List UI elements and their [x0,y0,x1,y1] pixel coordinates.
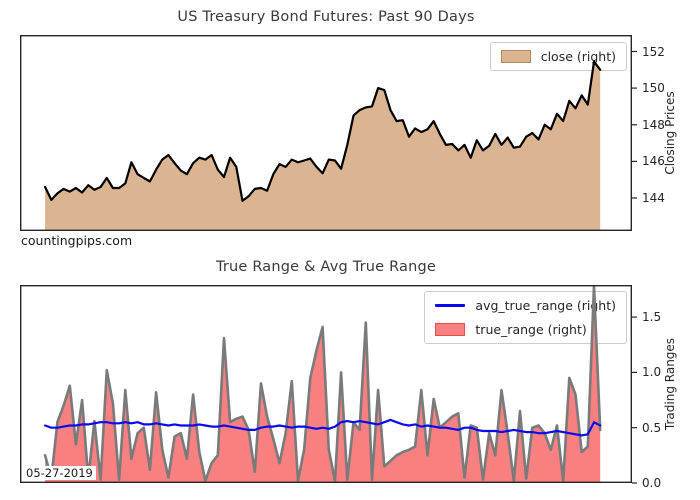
legend-entry-true-range: true_range (right) [435,322,616,337]
date-annotation: 05-27-2019 [23,466,96,480]
legend-bond-futures: close (right) [489,42,627,71]
y-tick-label: 1.0 [642,365,662,380]
y-tick-label: 146 [642,154,665,169]
chart-title-bond-futures: US Treasury Bond Futures: Past 90 Days [177,9,475,25]
y-axis-label-closing-prices: Closing Prices [663,91,677,175]
y-tick-label: 0.0 [642,476,662,490]
y-tick-label: 152 [642,44,665,59]
y-tick-label: 144 [642,191,665,205]
legend-entry-close: close (right) [500,49,616,64]
avg-true-range-legend-swatch [435,304,466,307]
close-legend-swatch [500,50,531,63]
close-legend-label: close (right) [540,49,616,64]
chart-title-true-range: True Range & Avg True Range [215,259,437,275]
y-axis-label-trading-ranges: Trading Ranges [663,337,677,431]
avg_true_range-line [44,418,602,437]
watermark-text: countingpips.com [21,233,133,248]
close-line [44,60,602,202]
plot-true-range: avg_true_range (right) true_range (right… [19,284,677,490]
legend-true-range: avg_true_range (right) true_range (right… [424,291,627,344]
legend-entry-avg-true-range: avg_true_range (right) [435,298,616,313]
true-range-legend-swatch [435,323,466,336]
close-area [45,61,601,231]
true-range-legend-label: true_range (right) [475,322,587,337]
plot-bond-futures: close (right) Closing Prices 144 146 148 15… [19,34,677,232]
y-tick-label: 1.5 [642,310,662,325]
avg-true-range-legend-label: avg_true_range (right) [475,298,616,313]
y-tick-label: 0.5 [642,420,662,435]
y-tick-label: 148 [642,117,665,132]
y-tick-label: 150 [642,81,665,96]
